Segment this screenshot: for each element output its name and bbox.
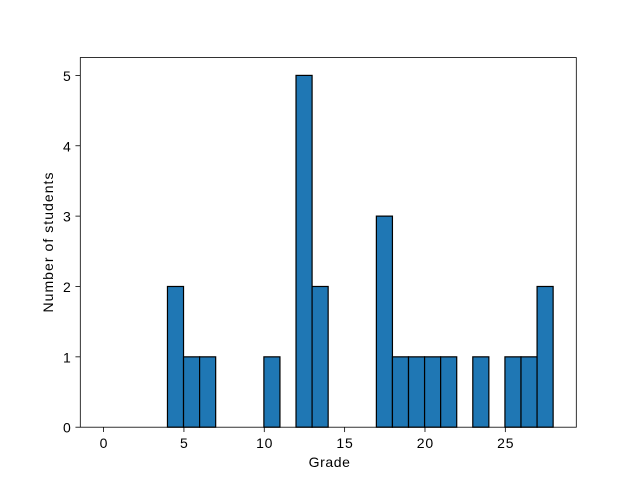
svg-text:2: 2 — [63, 279, 71, 295]
svg-text:20: 20 — [417, 435, 434, 451]
svg-text:Grade: Grade — [309, 454, 351, 470]
svg-text:5: 5 — [63, 68, 71, 84]
svg-text:25: 25 — [497, 435, 514, 451]
svg-text:0: 0 — [63, 420, 71, 436]
svg-text:4: 4 — [63, 138, 71, 154]
svg-text:3: 3 — [63, 209, 71, 225]
svg-text:10: 10 — [256, 435, 273, 451]
svg-text:Number of students: Number of students — [40, 171, 56, 312]
svg-text:0: 0 — [100, 435, 109, 451]
svg-text:5: 5 — [180, 435, 189, 451]
svg-text:1: 1 — [63, 349, 71, 365]
svg-text:15: 15 — [336, 435, 353, 451]
